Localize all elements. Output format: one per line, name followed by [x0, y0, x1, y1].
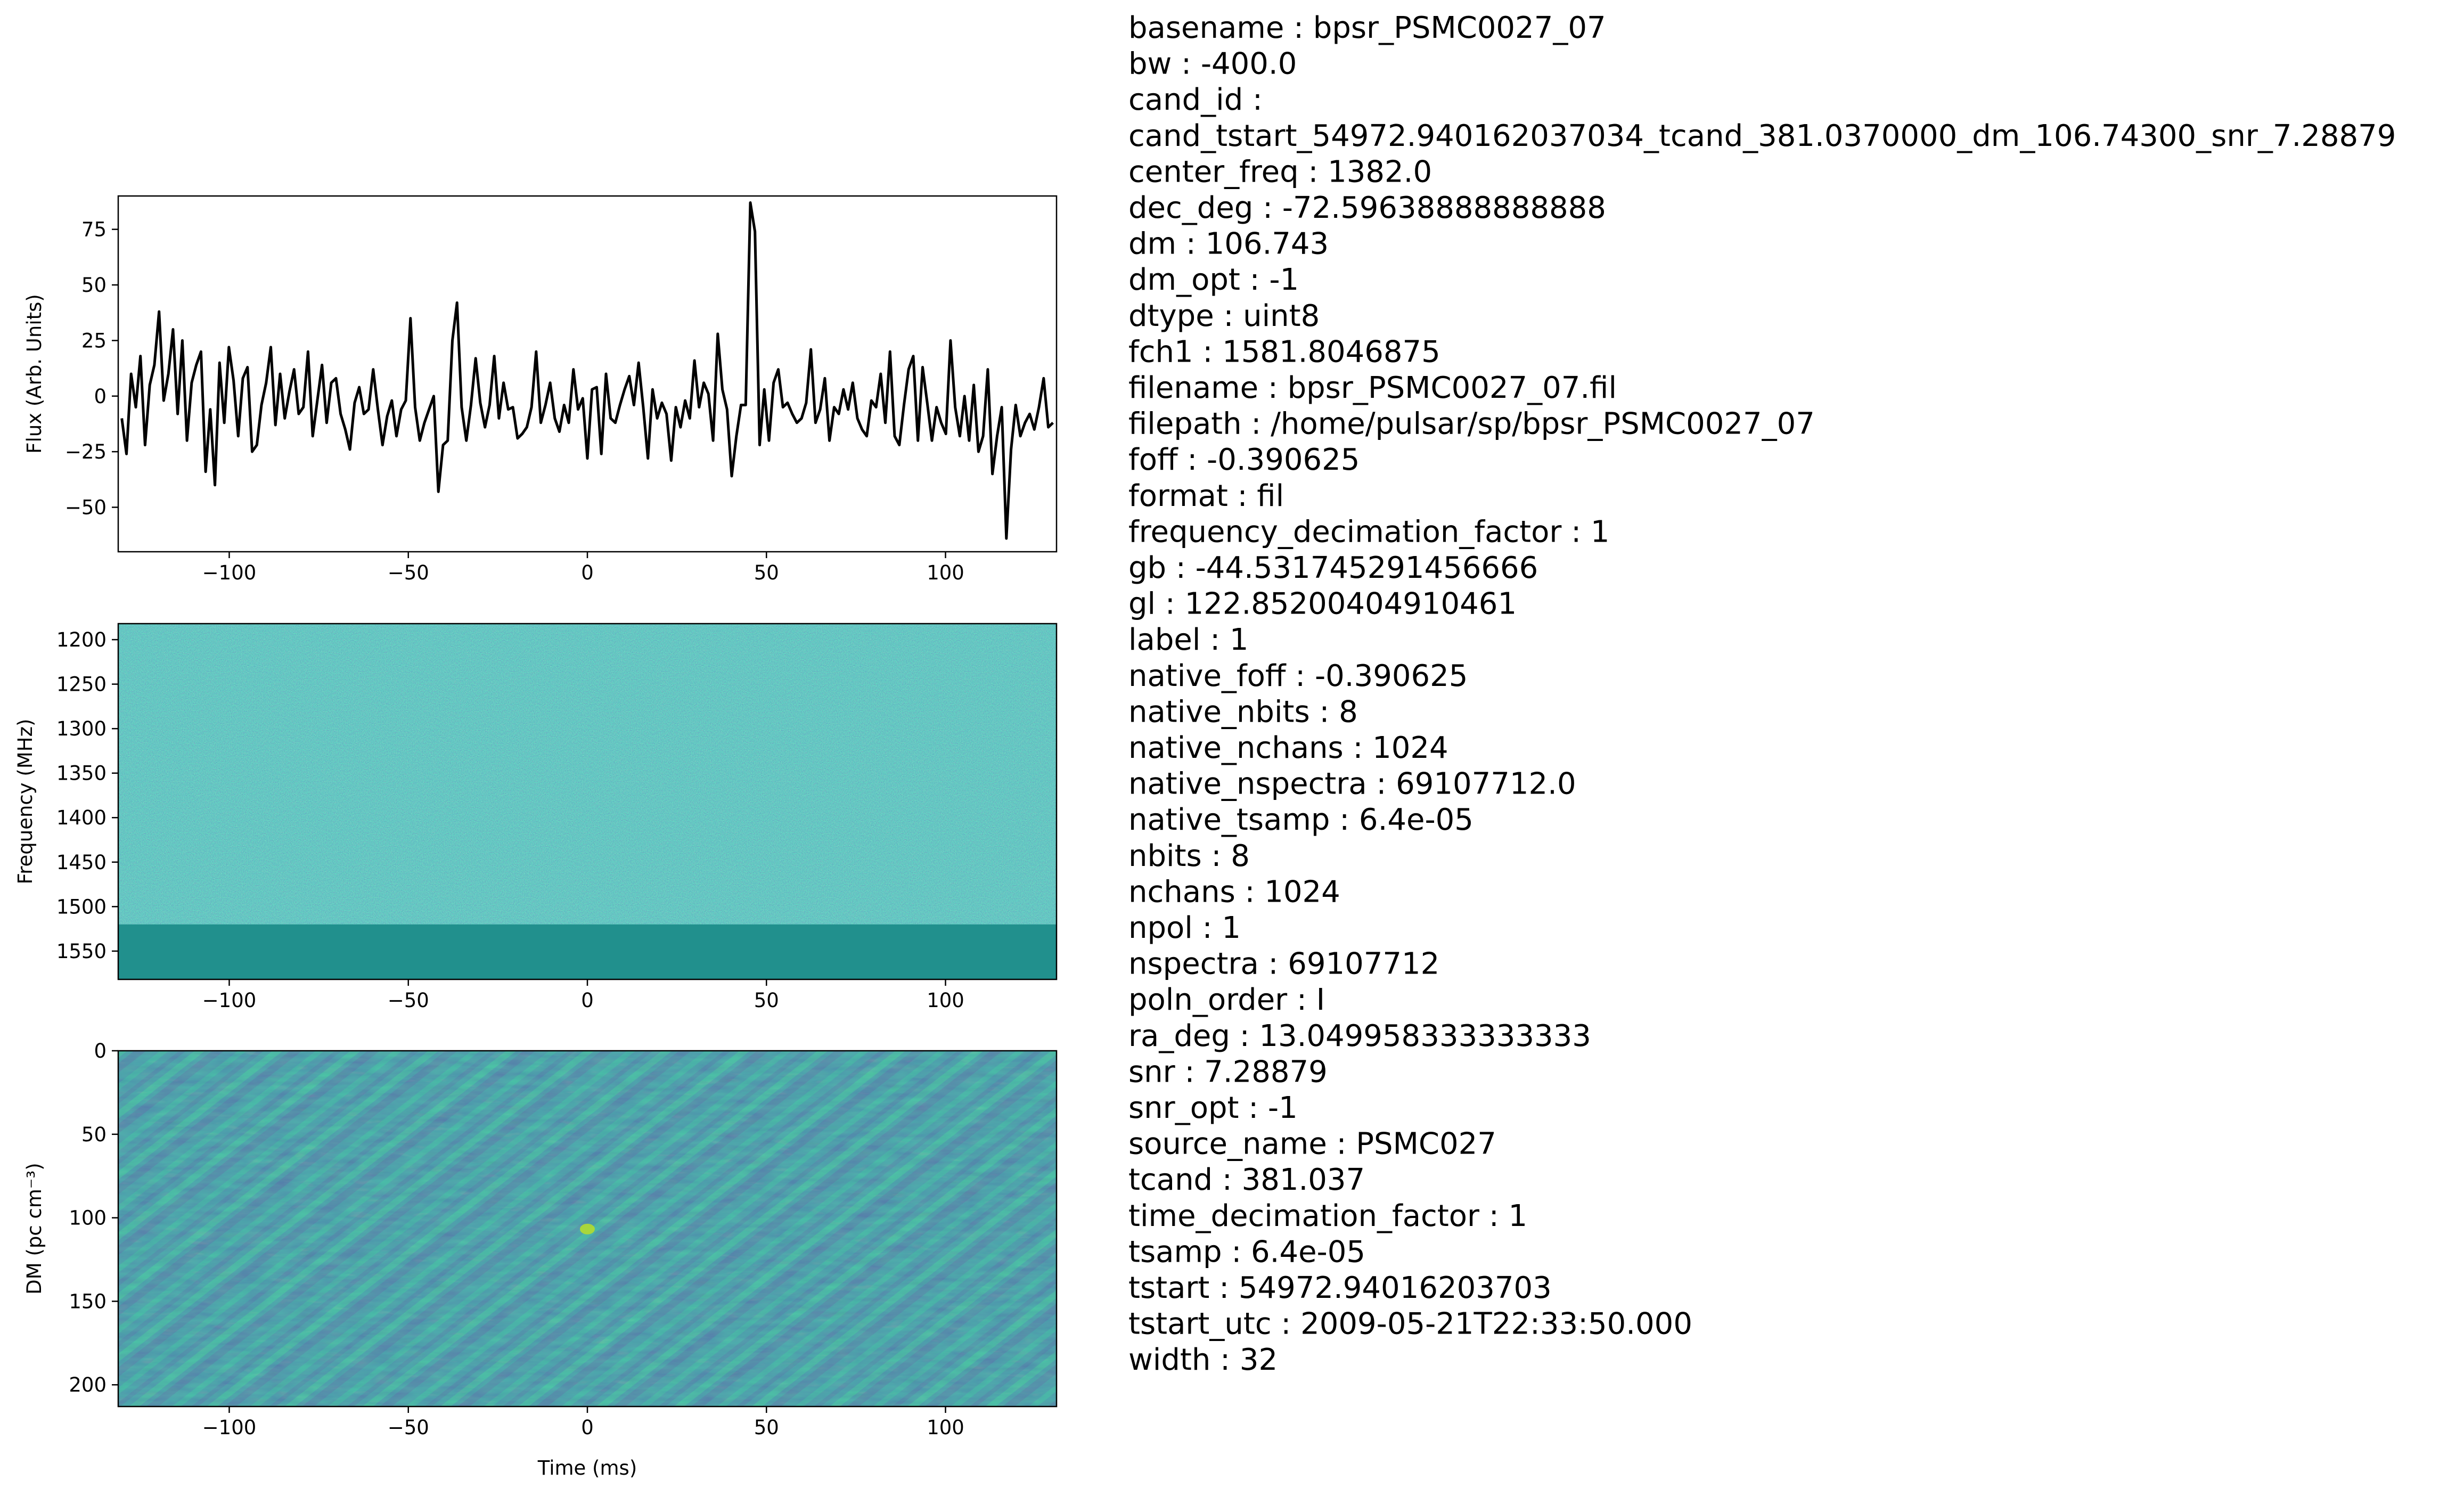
info-line: nspectra : 69107712: [1128, 947, 1439, 982]
info-line: foff : -0.390625: [1128, 443, 1360, 477]
info-line: format : fil: [1128, 479, 1284, 513]
info-line: label : 1: [1128, 623, 1249, 657]
frequency-y-tick-label: 1350: [56, 762, 107, 785]
info-line: tstart_utc : 2009-05-21T22:33:50.000: [1128, 1307, 1692, 1342]
flux-y-tick-label: 75: [81, 218, 107, 241]
info-line: nchans : 1024: [1128, 874, 1340, 909]
info-line: ra_deg : 13.049958333333333: [1128, 1019, 1591, 1053]
info-line: time_decimation_factor : 1: [1128, 1199, 1527, 1233]
flux-y-tick-label: 50: [81, 274, 107, 297]
flux-x-tick-label: 100: [927, 561, 964, 584]
flux-y-tick-label: −25: [65, 440, 107, 463]
flux-plot-area: [118, 196, 1057, 552]
flux-y-tick-label: 0: [94, 385, 107, 408]
frequency-y-tick-label: 1300: [56, 717, 107, 740]
flux-y-tick-label: −50: [65, 496, 107, 519]
frequency-y-tick-label: 1400: [56, 806, 107, 829]
dm-x-tick-label: −100: [202, 1416, 257, 1439]
dm-y-tick-label: 100: [69, 1207, 107, 1230]
frequency-heatmap-noise: [118, 624, 1057, 927]
dm-candidate-spot: [580, 1223, 595, 1234]
info-line: snr : 7.28879: [1128, 1054, 1328, 1089]
info-line: dec_deg : -72.59638888888888: [1128, 191, 1606, 225]
info-line: native_tsamp : 6.4e-05: [1128, 803, 1474, 837]
frequency-y-tick-label: 1500: [56, 895, 107, 918]
frequency-y-tick-label: 1550: [56, 940, 107, 963]
info-line: snr_opt : -1: [1128, 1091, 1298, 1125]
dm-y-tick-label: 150: [69, 1290, 107, 1313]
dm-x-ticks: −100 −50 0 50 100: [202, 1407, 964, 1439]
dm-x-tick-label: 0: [581, 1416, 594, 1439]
info-line: basename : bpsr_PSMC0027_07: [1128, 11, 1606, 45]
dm-y-ticks: 0 50 100 150 200: [69, 1040, 118, 1396]
info-line: dm_opt : -1: [1128, 263, 1299, 297]
info-line: native_nchans : 1024: [1128, 731, 1448, 765]
info-line: center_freq : 1382.0: [1128, 154, 1432, 189]
info-line: tsamp : 6.4e-05: [1128, 1234, 1365, 1269]
info-line: width : 32: [1128, 1343, 1278, 1377]
frequency-x-ticks: −100 −50 0 50 100: [202, 979, 964, 1012]
flux-y-tick-label: 25: [81, 329, 107, 352]
info-line: fch1 : 1581.8046875: [1128, 334, 1440, 369]
frequency-y-axis-label: Frequency (MHz): [14, 719, 37, 885]
flux-y-ticks: −50 −25 0 25 50 75: [65, 218, 118, 519]
info-line: npol : 1: [1128, 911, 1241, 945]
frequency-y-tick-label: 1250: [56, 673, 107, 696]
info-line: nbits : 8: [1128, 839, 1250, 873]
info-line: poln_order : I: [1128, 983, 1325, 1017]
info-line: dtype : uint8: [1128, 299, 1320, 333]
info-line: filename : bpsr_PSMC0027_07.fil: [1128, 371, 1617, 405]
dm-x-tick-label: −50: [388, 1416, 429, 1439]
frequency-y-tick-label: 1450: [56, 851, 107, 874]
flux-x-tick-label: −100: [202, 561, 257, 584]
info-line: native_foff : -0.390625: [1128, 659, 1468, 693]
frequency-time-heatmap: −100 −50 0 50 100 1200 1250 1300 1350 1400 1450 15…: [14, 623, 1058, 1012]
info-line: cand_id :: [1128, 83, 1263, 117]
info-line: source_name : PSMC027: [1128, 1127, 1496, 1162]
dm-x-tick-label: 100: [927, 1416, 964, 1439]
flagged-channel-band: [118, 924, 1057, 979]
flux-timeseries-plot: −100 −50 0 50 100 −50 −25 0 25 50 75 Flux (Arb. U…: [23, 195, 1058, 584]
info-line: native_nbits : 8: [1128, 694, 1358, 729]
info-line: bw : -400.0: [1128, 47, 1297, 81]
time-x-axis-label: Time (ms): [537, 1457, 637, 1479]
info-line: tstart : 54972.94016203703: [1128, 1271, 1552, 1305]
flux-x-tick-label: −50: [388, 561, 429, 584]
frequency-y-ticks: 1200 1250 1300 1350 1400 1450 1500 1550: [56, 628, 118, 963]
info-line: gl : 122.85200404910461: [1128, 587, 1517, 622]
info-line: dm : 106.743: [1128, 227, 1329, 261]
info-line: filepath : /home/pulsar/sp/bpsr_PSMC0027…: [1128, 407, 1815, 442]
frequency-x-tick-label: −50: [388, 989, 429, 1012]
dm-y-tick-label: 200: [69, 1373, 107, 1396]
flux-series-points: [121, 202, 1053, 539]
flux-x-tick-label: 0: [581, 561, 594, 584]
frequency-x-tick-label: 0: [581, 989, 594, 1012]
info-line: frequency_decimation_factor : 1: [1128, 514, 1610, 549]
info-line: gb : -44.531745291456666: [1128, 551, 1538, 585]
flux-y-axis-label: Flux (Arb. Units): [23, 294, 46, 454]
flux-x-tick-label: 50: [754, 561, 779, 584]
dm-y-tick-label: 50: [81, 1123, 107, 1146]
flux-x-ticks: −100 −50 0 50 100: [202, 552, 964, 584]
dm-y-tick-label: 0: [94, 1040, 107, 1062]
info-line: native_nspectra : 69107712.0: [1128, 767, 1576, 802]
frequency-y-tick-label: 1200: [56, 628, 107, 651]
info-line: tcand : 381.037: [1128, 1163, 1365, 1197]
dm-x-tick-label: 50: [754, 1416, 779, 1439]
frequency-x-tick-label: 50: [754, 989, 779, 1012]
dm-y-axis-label: DM (pc cm⁻³): [23, 1163, 46, 1294]
info-line: cand_tstart_54972.940162037034_tcand_381…: [1128, 119, 2396, 153]
frequency-x-tick-label: −100: [202, 989, 257, 1012]
frequency-x-tick-label: 100: [927, 989, 964, 1012]
